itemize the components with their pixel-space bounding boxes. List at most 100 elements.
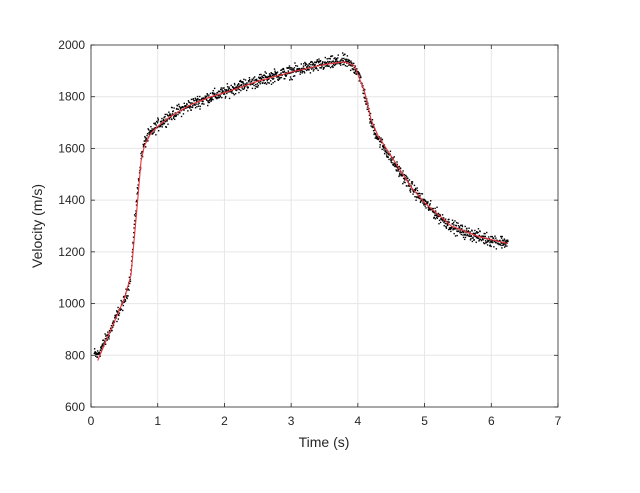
- data-point: [196, 105, 198, 108]
- data-point: [131, 248, 134, 251]
- data-point: [353, 67, 355, 69]
- x-tick-label: 3: [288, 414, 295, 428]
- data-point: [238, 86, 240, 88]
- data-point: [471, 230, 473, 232]
- data-point: [349, 64, 352, 66]
- data-point: [486, 241, 488, 243]
- data-point: [132, 243, 134, 245]
- data-point: [202, 100, 204, 103]
- data-point: [347, 60, 350, 62]
- data-point: [221, 89, 223, 91]
- data-point: [164, 115, 166, 118]
- data-point: [330, 61, 333, 64]
- data-point: [299, 70, 301, 72]
- data-point: [133, 227, 135, 229]
- data-point: [226, 86, 229, 88]
- data-point: [296, 69, 298, 71]
- data-point: [345, 58, 347, 60]
- data-point: [332, 65, 334, 67]
- data-point: [502, 244, 504, 246]
- data-point: [452, 222, 454, 225]
- data-point: [419, 197, 421, 200]
- data-point: [131, 251, 134, 253]
- data-point: [331, 65, 333, 68]
- data-point: [362, 92, 364, 95]
- data-point: [208, 99, 211, 101]
- data-point: [323, 67, 325, 69]
- data-point: [253, 84, 255, 87]
- data-point: [241, 87, 243, 89]
- data-point: [343, 63, 345, 65]
- data-point: [273, 73, 275, 76]
- data-point: [244, 85, 246, 88]
- data-point: [487, 240, 489, 243]
- data-point: [472, 237, 474, 239]
- data-point: [148, 129, 150, 131]
- data-point: [363, 97, 366, 99]
- data-point: [223, 87, 225, 89]
- data-point: [115, 314, 118, 316]
- data-point: [275, 72, 278, 74]
- data-point: [420, 193, 422, 195]
- data-point: [191, 106, 194, 109]
- data-point: [116, 320, 118, 323]
- data-point: [325, 61, 328, 64]
- data-point: [303, 72, 306, 74]
- data-point: [435, 213, 437, 215]
- data-point: [209, 92, 212, 95]
- data-point: [256, 83, 259, 85]
- data-point: [491, 235, 493, 238]
- data-point: [151, 129, 154, 132]
- data-point: [304, 64, 307, 67]
- data-point: [340, 64, 342, 66]
- data-point: [505, 239, 507, 242]
- data-point: [270, 72, 272, 74]
- data-point: [231, 92, 233, 94]
- data-point: [127, 288, 129, 290]
- data-point: [146, 132, 149, 135]
- data-point: [202, 97, 205, 99]
- data-point: [147, 140, 149, 142]
- x-tick-label: 2: [221, 414, 228, 428]
- data-point: [276, 75, 278, 78]
- data-point: [108, 338, 110, 340]
- data-point: [314, 61, 316, 63]
- data-point: [305, 63, 307, 65]
- data-point: [157, 118, 160, 121]
- data-point: [266, 76, 269, 79]
- data-point: [199, 105, 201, 108]
- data-point: [236, 89, 238, 92]
- data-point: [248, 77, 251, 79]
- data-point: [246, 86, 248, 88]
- data-point: [447, 228, 450, 231]
- data-point: [271, 72, 273, 75]
- data-point: [494, 240, 496, 243]
- data-point: [393, 156, 395, 158]
- data-point: [410, 188, 412, 191]
- data-point: [471, 229, 473, 231]
- data-point: [441, 214, 444, 216]
- data-point: [149, 131, 151, 133]
- data-point: [189, 105, 192, 107]
- data-point: [353, 71, 356, 74]
- data-point: [242, 82, 245, 84]
- data-point: [129, 280, 132, 283]
- data-point: [500, 242, 503, 244]
- data-point: [416, 196, 418, 199]
- data-point: [213, 93, 215, 95]
- data-point: [141, 155, 144, 158]
- data-point: [474, 235, 477, 237]
- data-point: [152, 132, 154, 134]
- data-point: [506, 239, 509, 241]
- data-point: [254, 79, 257, 81]
- data-point: [323, 62, 326, 64]
- data-point: [268, 76, 270, 78]
- data-point: [137, 188, 139, 190]
- data-point: [306, 69, 309, 71]
- data-point: [393, 162, 395, 164]
- data-point: [291, 69, 294, 71]
- data-point: [337, 57, 339, 59]
- data-point: [355, 73, 357, 75]
- data-point: [311, 61, 314, 63]
- data-point: [461, 228, 463, 230]
